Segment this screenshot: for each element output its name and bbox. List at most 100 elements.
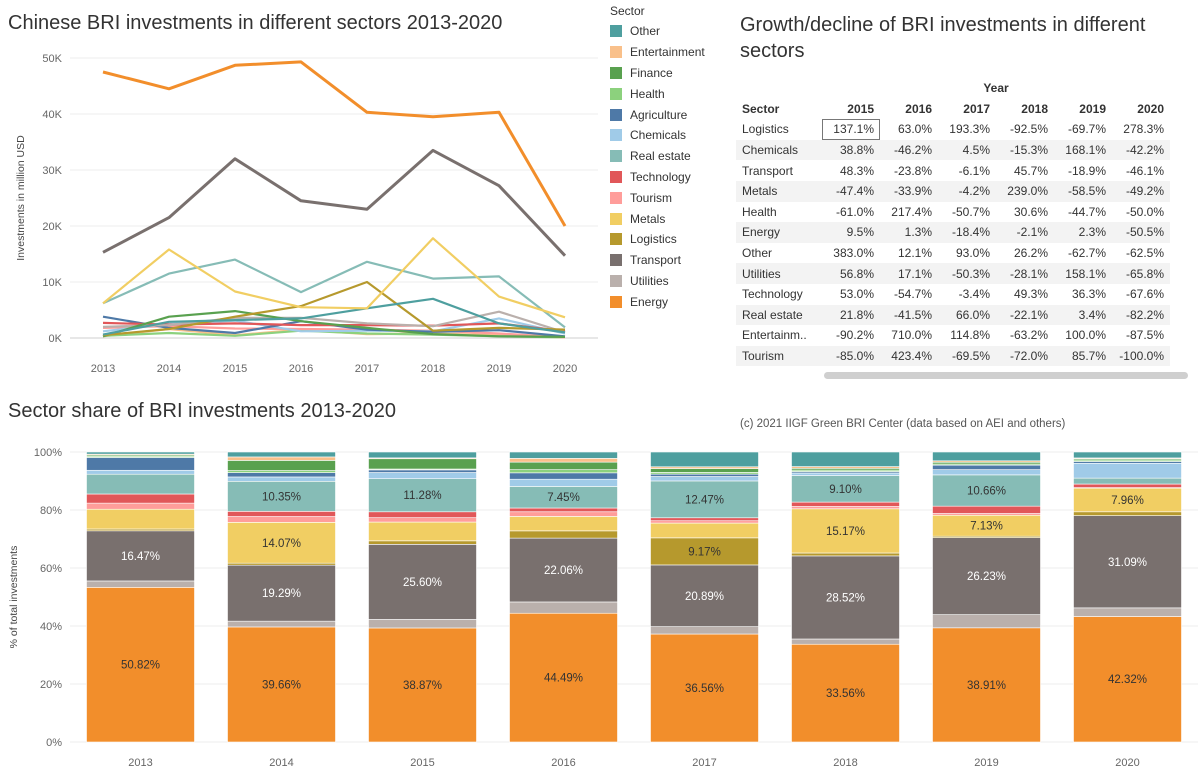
bar-segment-transport[interactable] — [791, 555, 900, 640]
legend-item-agriculture[interactable]: Agriculture — [610, 104, 730, 125]
bar-segment-real-estate[interactable] — [86, 473, 195, 495]
bar-segment-agriculture[interactable] — [86, 457, 195, 471]
bar-segment-energy[interactable] — [227, 626, 336, 743]
legend-item-entertainment[interactable]: Entertainment — [610, 42, 730, 63]
bar-segment-chemicals[interactable] — [368, 472, 477, 479]
bar-segment-chemicals[interactable] — [650, 476, 759, 482]
table-cell[interactable]: 100.0% — [1065, 328, 1106, 343]
table-cell[interactable]: 17.1% — [880, 263, 938, 284]
table-cell[interactable]: -62.5% — [1125, 246, 1164, 261]
table-cell[interactable]: 4.5% — [938, 139, 996, 161]
bar-segment-metals[interactable] — [791, 508, 900, 554]
bar-segment-real-estate[interactable] — [791, 475, 900, 503]
table-cell[interactable]: -72.0% — [996, 345, 1054, 367]
bar-segment-chemicals[interactable] — [227, 476, 336, 482]
bar-segment-agriculture[interactable] — [650, 473, 759, 477]
legend-item-logistics[interactable]: Logistics — [610, 229, 730, 250]
bar-segment-technology[interactable] — [368, 511, 477, 518]
bar-segment-metals[interactable] — [368, 521, 477, 542]
bar-segment-real-estate[interactable] — [932, 474, 1041, 507]
table-cell[interactable]: 45.7% — [1013, 163, 1048, 178]
bar-segment-utilities[interactable] — [932, 614, 1041, 629]
table-cell[interactable]: -2.1% — [996, 222, 1054, 243]
bar-segment-metals[interactable] — [227, 522, 336, 564]
legend-item-other[interactable]: Other — [610, 21, 730, 42]
table-cell[interactable]: -50.5% — [1112, 222, 1170, 243]
table-cell[interactable]: -90.2% — [835, 328, 874, 343]
table-cell[interactable]: 30.6% — [1013, 204, 1048, 219]
bar-segment-chemicals[interactable] — [509, 478, 618, 487]
table-cell[interactable]: 1.3% — [880, 222, 938, 243]
series-line-utilities[interactable] — [102, 310, 566, 334]
bar-segment-other[interactable] — [791, 451, 900, 467]
bar-segment-agriculture[interactable] — [227, 472, 336, 478]
legend-item-utilities[interactable]: Utilities — [610, 271, 730, 292]
bar-segment-utilities[interactable] — [509, 601, 618, 614]
table-cell[interactable]: 12.1% — [897, 246, 932, 261]
bar-segment-logistics[interactable] — [227, 562, 336, 566]
table-cell[interactable]: -46.1% — [1125, 163, 1164, 178]
bar-segment-tourism[interactable] — [368, 517, 477, 523]
series-line-transport[interactable] — [102, 148, 567, 257]
bar-segment-technology[interactable] — [509, 507, 618, 513]
bar-segment-finance[interactable] — [227, 460, 336, 471]
year-column-header[interactable]: 2017 — [963, 101, 990, 116]
table-cell[interactable]: 66.0% — [938, 304, 996, 326]
table-cell[interactable]: 278.3% — [1123, 122, 1164, 137]
table-cell[interactable]: -50.3% — [938, 263, 996, 284]
legend-item-finance[interactable]: Finance — [610, 63, 730, 84]
table-cell[interactable]: 26.2% — [1013, 246, 1048, 261]
table-cell[interactable]: 158.1% — [1054, 263, 1112, 284]
bar-segment-transport[interactable] — [1073, 515, 1182, 609]
bar-segment-utilities[interactable] — [368, 619, 477, 629]
table-cell[interactable]: 710.0% — [891, 328, 932, 343]
legend-item-health[interactable]: Health — [610, 83, 730, 104]
bar-segment-finance[interactable] — [509, 461, 618, 470]
bar-segment-health[interactable] — [227, 470, 336, 473]
bar-segment-finance[interactable] — [650, 468, 759, 473]
bar-segment-technology[interactable] — [227, 511, 336, 517]
bar-segment-technology[interactable] — [932, 505, 1041, 514]
bar-segment-transport[interactable] — [368, 544, 477, 620]
table-cell[interactable]: -46.2% — [880, 139, 938, 161]
table-cell[interactable]: 48.3% — [839, 163, 874, 178]
bar-segment-metals[interactable] — [650, 522, 759, 539]
table-cell[interactable]: -3.4% — [958, 287, 990, 302]
table-cell[interactable]: 38.8% — [822, 139, 880, 161]
bar-segment-other[interactable] — [86, 451, 195, 455]
table-cell[interactable]: -92.5% — [1009, 122, 1048, 137]
legend-item-metals[interactable]: Metals — [610, 208, 730, 229]
bar-segment-technology[interactable] — [650, 517, 759, 522]
bar-segment-real-estate[interactable] — [368, 478, 477, 513]
table-cell[interactable]: -6.1% — [958, 163, 990, 178]
legend-item-energy[interactable]: Energy — [610, 291, 730, 312]
table-cell[interactable]: -42.2% — [1112, 139, 1170, 161]
table-cell[interactable]: -47.4% — [822, 180, 880, 202]
bar-segment-energy[interactable] — [509, 612, 618, 743]
table-cell[interactable]: -58.5% — [1054, 180, 1112, 202]
legend-item-chemicals[interactable]: Chemicals — [610, 125, 730, 146]
table-cell[interactable]: -23.8% — [893, 163, 932, 178]
table-cell[interactable]: 3.4% — [1054, 304, 1112, 326]
bar-segment-utilities[interactable] — [227, 620, 336, 628]
bar-segment-other[interactable] — [227, 451, 336, 458]
bar-segment-energy[interactable] — [86, 587, 195, 743]
table-cell[interactable]: -54.7% — [893, 287, 932, 302]
table-cell[interactable]: 85.7% — [1054, 345, 1112, 367]
table-cell[interactable]: -50.0% — [1125, 204, 1164, 219]
bar-segment-transport[interactable] — [932, 537, 1041, 615]
table-cell[interactable]: 193.3% — [949, 122, 990, 137]
bar-segment-real-estate[interactable] — [650, 480, 759, 519]
bar-segment-transport[interactable] — [86, 530, 195, 582]
bar-segment-tourism[interactable] — [791, 506, 900, 510]
bar-segment-agriculture[interactable] — [932, 464, 1041, 470]
table-cell[interactable]: 2.3% — [1054, 222, 1112, 243]
table-cell[interactable]: -18.9% — [1067, 163, 1106, 178]
legend-item-real-estate[interactable]: Real estate — [610, 146, 730, 167]
bar-segment-other[interactable] — [650, 451, 759, 468]
bar-segment-transport[interactable] — [227, 564, 336, 622]
bar-segment-energy[interactable] — [932, 627, 1041, 743]
bar-segment-energy[interactable] — [368, 627, 477, 743]
table-cell[interactable]: -28.1% — [996, 263, 1054, 284]
table-cell[interactable]: -50.7% — [951, 204, 990, 219]
